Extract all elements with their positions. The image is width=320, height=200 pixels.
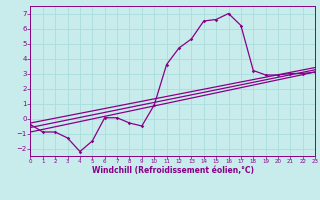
X-axis label: Windchill (Refroidissement éolien,°C): Windchill (Refroidissement éolien,°C) bbox=[92, 166, 254, 175]
